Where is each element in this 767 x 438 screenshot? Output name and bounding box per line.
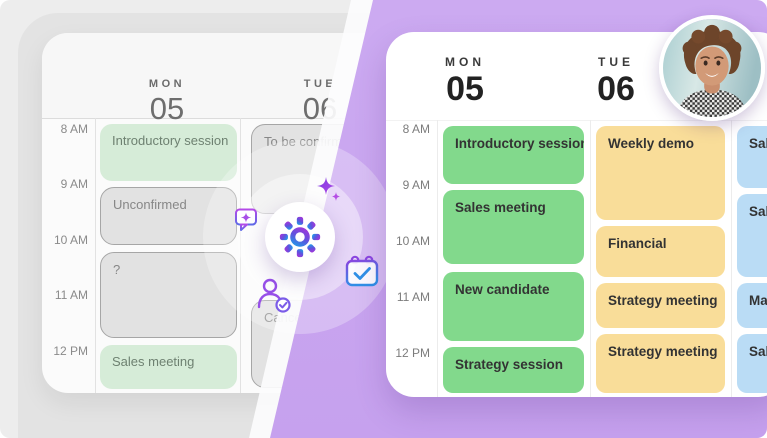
event-card[interactable]: New candidate: [443, 272, 584, 341]
header-divider: [386, 120, 767, 121]
column-divider: [590, 120, 591, 397]
event-card[interactable]: Sales: [737, 334, 767, 393]
event-card[interactable]: Sales: [737, 126, 767, 188]
day-header-tue: TUE 06: [566, 55, 666, 108]
time-label: 10 AM: [53, 233, 88, 247]
event-card[interactable]: Strategy session: [443, 347, 584, 393]
event-card[interactable]: Sales meeting: [443, 190, 584, 264]
time-label: 12 PM: [395, 346, 430, 360]
day-number: 06: [597, 70, 635, 108]
avatar-portrait: [663, 19, 761, 117]
day-header-mon: MON 05: [415, 55, 515, 108]
time-label: 12 PM: [53, 344, 88, 358]
gutter-divider: [95, 118, 96, 393]
user-avatar[interactable]: [659, 15, 765, 121]
day-header-mon: MON 05: [117, 78, 217, 126]
day-name: MON: [148, 78, 186, 90]
column-divider: [240, 118, 241, 393]
event-card[interactable]: Strategy meeting: [596, 334, 725, 393]
time-label: 9 AM: [402, 178, 430, 192]
time-label: 8 AM: [402, 122, 430, 136]
day-number: 05: [446, 70, 484, 108]
gear-icon: [279, 216, 321, 258]
chat-bubble-plus-icon: [233, 205, 261, 233]
column-divider: [731, 120, 732, 397]
sparkle-icon: [315, 175, 343, 203]
event-card[interactable]: Weekly demo: [596, 126, 725, 220]
day-name: MON: [445, 55, 485, 69]
event-card[interactable]: Introductory session: [100, 124, 237, 181]
event-card[interactable]: Financial: [596, 226, 725, 277]
calendar-check-icon: [343, 253, 381, 291]
settings-gear-button[interactable]: [265, 202, 335, 272]
day-name: TUE: [598, 55, 634, 69]
gutter-divider: [437, 120, 438, 397]
event-card[interactable]: Marketing: [737, 283, 767, 328]
event-card[interactable]: Unconfirmed: [100, 187, 237, 245]
time-label: 11 AM: [54, 288, 88, 302]
time-label: 8 AM: [60, 122, 88, 136]
time-label: 11 AM: [396, 290, 430, 304]
time-label: 9 AM: [60, 177, 88, 191]
day-number: 05: [149, 91, 185, 126]
time-label: 10 AM: [395, 234, 430, 248]
event-card[interactable]: Introductory session: [443, 126, 584, 184]
event-card[interactable]: Strategy meeting: [596, 283, 725, 328]
event-card[interactable]: Sales meeting: [100, 345, 237, 389]
event-card[interactable]: Sales: [737, 194, 767, 277]
day-name: TUE: [303, 78, 337, 90]
event-card[interactable]: ?: [100, 252, 237, 338]
person-check-icon: [255, 275, 295, 315]
